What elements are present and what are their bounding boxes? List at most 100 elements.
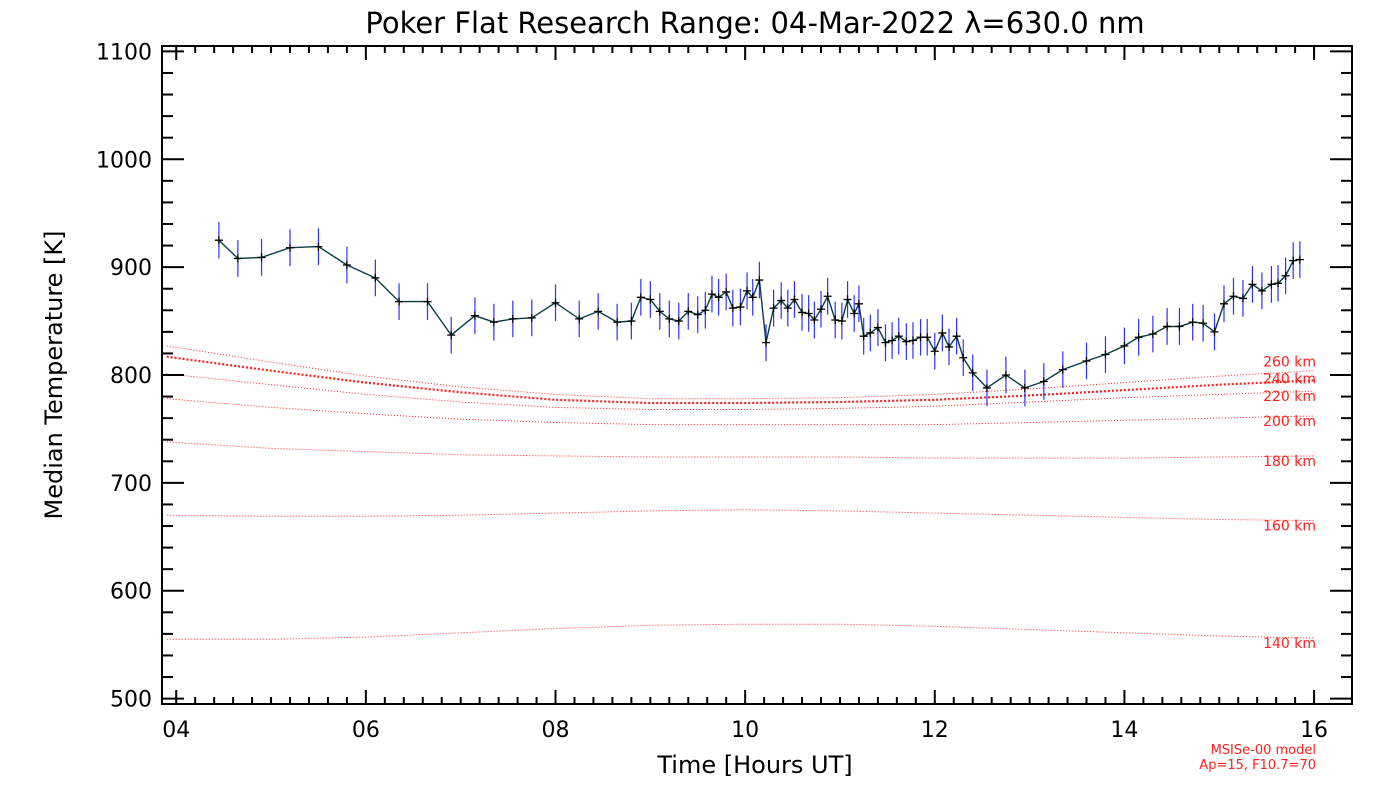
- data-point: [923, 333, 932, 342]
- data-point: [1219, 299, 1228, 308]
- data-point: [286, 243, 295, 252]
- model-curve-label: 220 km: [1263, 389, 1316, 405]
- data-point: [748, 293, 757, 302]
- y-tick-label: 1000: [96, 148, 152, 173]
- model-curve: [166, 355, 1315, 405]
- model-curve-label: 140 km: [1263, 636, 1316, 652]
- x-tick-label: 14: [1110, 718, 1138, 743]
- data-point: [551, 298, 560, 307]
- data-point: [665, 314, 674, 323]
- data-point: [783, 304, 792, 313]
- model-curve: [166, 509, 1315, 522]
- data-point: [707, 290, 716, 299]
- data-point: [1289, 256, 1298, 265]
- data-point: [1039, 377, 1048, 386]
- data-point: [693, 310, 702, 319]
- data-point: [395, 297, 404, 306]
- data-point: [1188, 318, 1197, 327]
- data-point: [930, 347, 939, 356]
- data-point: [1210, 327, 1219, 336]
- model-curve-label: 240 km: [1263, 371, 1316, 387]
- data-point: [873, 323, 882, 332]
- data-point: [1229, 292, 1238, 301]
- data-point: [810, 315, 819, 324]
- data-point: [777, 296, 786, 305]
- data-point: [894, 332, 903, 341]
- data-point: [1281, 271, 1290, 280]
- model-curve-label: 160 km: [1263, 519, 1316, 535]
- data-point: [1120, 341, 1129, 350]
- x-tick-label: 12: [921, 718, 949, 743]
- data-point: [684, 307, 693, 316]
- data-point: [837, 317, 846, 326]
- data-point: [1175, 322, 1184, 331]
- data-point: [854, 299, 863, 308]
- data-point: [1267, 280, 1276, 289]
- data-point: [888, 336, 897, 345]
- data-point: [982, 383, 991, 392]
- data-point: [447, 331, 456, 340]
- tick-layer: 04 06 08 10 12 14 16 500 600 700 800 900 1000 1100: [96, 40, 1352, 743]
- model-curve-label: 200 km: [1263, 414, 1316, 430]
- data-point: [804, 309, 813, 318]
- data-point: [769, 304, 778, 313]
- model-curve: [166, 441, 1315, 459]
- data-point: [655, 307, 664, 316]
- data-point: [1001, 371, 1010, 379]
- x-tick-label: 16: [1300, 718, 1328, 743]
- data-point: [314, 242, 323, 251]
- data-point: [714, 293, 723, 302]
- data-point: [866, 328, 875, 337]
- model-curve: [166, 373, 1315, 410]
- model-note-line-2: Ap=15, F10.7=70: [1199, 758, 1316, 773]
- data-point: [1101, 350, 1110, 359]
- y-tick-label: 1100: [96, 40, 152, 65]
- data-point: [859, 332, 868, 341]
- data-point: [798, 308, 807, 317]
- data-point: [636, 293, 645, 302]
- data-point: [1134, 333, 1143, 342]
- y-tick-label: 600: [110, 580, 152, 605]
- data-layer: [214, 221, 1304, 407]
- model-curve: [166, 345, 1315, 400]
- data-point: [1257, 286, 1266, 295]
- data-point: [728, 304, 737, 313]
- data-point: [1238, 294, 1247, 303]
- data-point: [489, 318, 498, 327]
- data-point: [1274, 279, 1283, 288]
- data-point: [470, 311, 479, 320]
- data-point: [755, 276, 764, 285]
- plot-frame: [161, 45, 1353, 705]
- y-axis-label: Median Temperature [K]: [40, 230, 68, 519]
- data-point: [233, 254, 242, 263]
- data-point: [1199, 319, 1208, 328]
- data-point: [908, 336, 917, 345]
- data-point: [1082, 356, 1091, 365]
- data-point: [817, 305, 826, 314]
- data-point: [1248, 280, 1257, 289]
- data-point: [646, 295, 655, 304]
- model-curve: [166, 623, 1315, 640]
- data-point: [508, 314, 517, 323]
- data-point: [736, 303, 745, 312]
- data-point: [342, 260, 351, 269]
- y-tick-label: 800: [110, 364, 152, 389]
- data-point: [902, 337, 911, 346]
- data-point: [701, 306, 710, 315]
- x-tick-label: 08: [542, 718, 570, 743]
- data-point: [722, 287, 731, 296]
- data-point: [575, 314, 584, 323]
- data-point: [762, 338, 771, 347]
- chart-title: Poker Flat Research Range: 04-Mar-2022 λ…: [365, 6, 1144, 40]
- data-point: [527, 313, 536, 322]
- x-tick-label: 06: [352, 718, 380, 743]
- data-point: [594, 307, 603, 316]
- model-curve-label: 260 km: [1263, 355, 1316, 371]
- data-point: [881, 338, 890, 347]
- y-tick-label: 700: [110, 472, 152, 497]
- model-curve-label: 180 km: [1263, 454, 1316, 470]
- data-point: [1295, 255, 1304, 264]
- data-point: [1058, 365, 1067, 374]
